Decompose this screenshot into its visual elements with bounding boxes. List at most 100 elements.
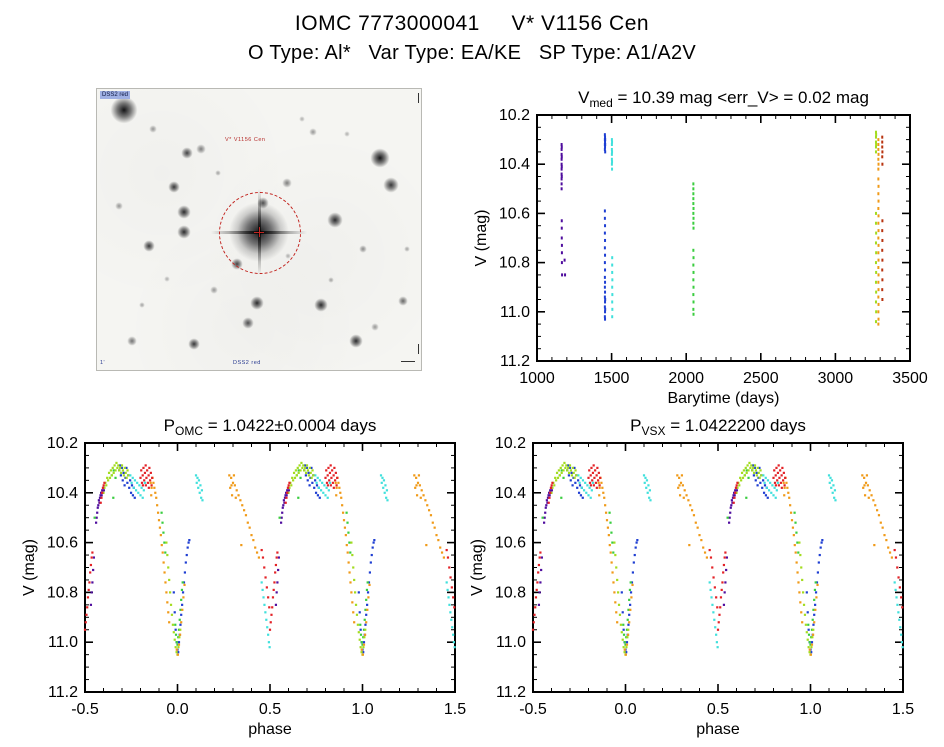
star (142, 239, 156, 253)
epoch-2048-green (692, 182, 695, 316)
svg-text:11.0: 11.0 (48, 634, 78, 651)
epoch-1502-cyan (129, 474, 456, 649)
star (163, 275, 171, 283)
epoch-3272-chartreuse (550, 461, 815, 656)
svg-text:11.0: 11.0 (500, 304, 530, 321)
epoch-1165-purple (537, 486, 738, 606)
svg-text:1.0: 1.0 (799, 701, 821, 718)
svg-text:11.2: 11.2 (48, 684, 78, 701)
svg-text:0.5: 0.5 (707, 701, 729, 718)
svg-text:10.4: 10.4 (495, 485, 526, 502)
svg-text:phase: phase (696, 721, 740, 738)
star (249, 295, 265, 311)
star (327, 276, 335, 284)
star (370, 148, 390, 168)
star (343, 130, 351, 138)
svg-text:10.8: 10.8 (47, 584, 78, 601)
epoch-1455-blue (603, 133, 607, 321)
svg-text:10.2: 10.2 (495, 435, 526, 452)
svg-text:10.4: 10.4 (499, 156, 530, 173)
svg-text:11.2: 11.2 (496, 684, 526, 701)
star (282, 178, 292, 188)
star (176, 204, 192, 220)
scale-bar (401, 361, 415, 362)
svg-text:0.5: 0.5 (259, 701, 281, 718)
star (115, 202, 123, 210)
svg-text:0.0: 0.0 (166, 701, 188, 718)
epoch-1165-purple (89, 486, 290, 606)
phase-vsx-folded-plot: PVSX = 1.0422200 days -0.5 0.0 0.5 1.0 1.5 10.… (469, 416, 914, 738)
svg-text:3500: 3500 (892, 370, 928, 387)
star (242, 317, 254, 329)
epoch-3314-red (83, 464, 456, 631)
svg-text:PVSX = 1.0422200 days: PVSX = 1.0422200 days (630, 416, 806, 438)
star (383, 177, 399, 193)
epoch-3288-orange (877, 138, 880, 326)
epoch-1502-cyan (610, 138, 614, 319)
epoch-3314-red (531, 464, 904, 631)
star (313, 297, 329, 313)
svg-text:1000: 1000 (519, 370, 555, 387)
epoch-3288-orange (149, 474, 445, 656)
svg-text:V (mag): V (mag) (469, 539, 486, 596)
epoch-1502-cyan (577, 474, 904, 649)
svg-text:2500: 2500 (743, 370, 779, 387)
svg-text:Barytime (days): Barytime (days) (667, 390, 779, 407)
epoch-3272-chartreuse (874, 130, 878, 324)
svg-text:10.6: 10.6 (495, 535, 526, 552)
target-circle (219, 192, 301, 274)
star (309, 128, 317, 136)
svg-text:POMC = 1.0422±0.0004 days: POMC = 1.0422±0.0004 days (164, 416, 377, 438)
finder-scale-label: 1' (100, 360, 106, 366)
star (359, 245, 367, 253)
svg-text:11.2: 11.2 (500, 353, 530, 370)
finder-chart-image: DSS2 red V* V1156 Cen DSS2 red 1' (96, 88, 422, 371)
epoch-2048-green (541, 469, 817, 646)
svg-text:Vmed = 10.39 mag <err_V> = 0.0: Vmed = 10.39 mag <err_V> = 0.02 mag (578, 88, 869, 110)
target-crosshair (258, 227, 260, 237)
svg-text:phase: phase (248, 721, 292, 738)
svg-text:10.6: 10.6 (47, 535, 78, 552)
svg-text:1500: 1500 (594, 370, 630, 387)
star (210, 286, 218, 294)
star (127, 336, 137, 346)
svg-text:10.4: 10.4 (47, 485, 78, 502)
svg-text:2000: 2000 (668, 370, 704, 387)
svg-text:V (mag): V (mag) (21, 539, 38, 596)
svg-text:3000: 3000 (818, 370, 854, 387)
svg-text:1.0: 1.0 (351, 701, 373, 718)
svg-text:10.2: 10.2 (47, 435, 78, 452)
svg-text:0.0: 0.0 (614, 701, 636, 718)
epoch-1165-purple (560, 143, 567, 277)
star (149, 125, 157, 133)
star (138, 301, 146, 309)
star (196, 144, 206, 154)
epoch-3272-chartreuse (102, 461, 367, 656)
star (214, 169, 222, 177)
epoch-1455-blue (118, 464, 376, 654)
star (167, 180, 181, 194)
svg-text:1.5: 1.5 (444, 701, 466, 718)
svg-text:V (mag): V (mag) (473, 210, 490, 267)
svg-text:11.0: 11.0 (496, 634, 526, 651)
survey-chip-label: DSS2 red (100, 91, 131, 99)
star (398, 296, 408, 306)
epoch-3288-orange (597, 474, 893, 656)
corner-mark-top-right (418, 93, 419, 103)
svg-text:-0.5: -0.5 (71, 701, 99, 718)
page-subtitle: O Type: Al* Var Type: EA/KE SP Type: A1/… (247, 42, 697, 64)
epoch-3314-darkred (881, 135, 884, 301)
star (176, 224, 192, 240)
svg-text:10.6: 10.6 (499, 205, 530, 222)
star (371, 323, 379, 331)
star (298, 115, 306, 123)
svg-text:10.2: 10.2 (499, 107, 530, 124)
star (187, 337, 201, 351)
svg-text:-0.5: -0.5 (519, 701, 547, 718)
star (180, 146, 194, 160)
star (403, 245, 411, 253)
phase-omc-folded-plot: POMC = 1.0422±0.0004 days -0.5 0.0 0.5 1.0 1.… (21, 416, 466, 738)
epoch-1455-blue (566, 464, 824, 654)
